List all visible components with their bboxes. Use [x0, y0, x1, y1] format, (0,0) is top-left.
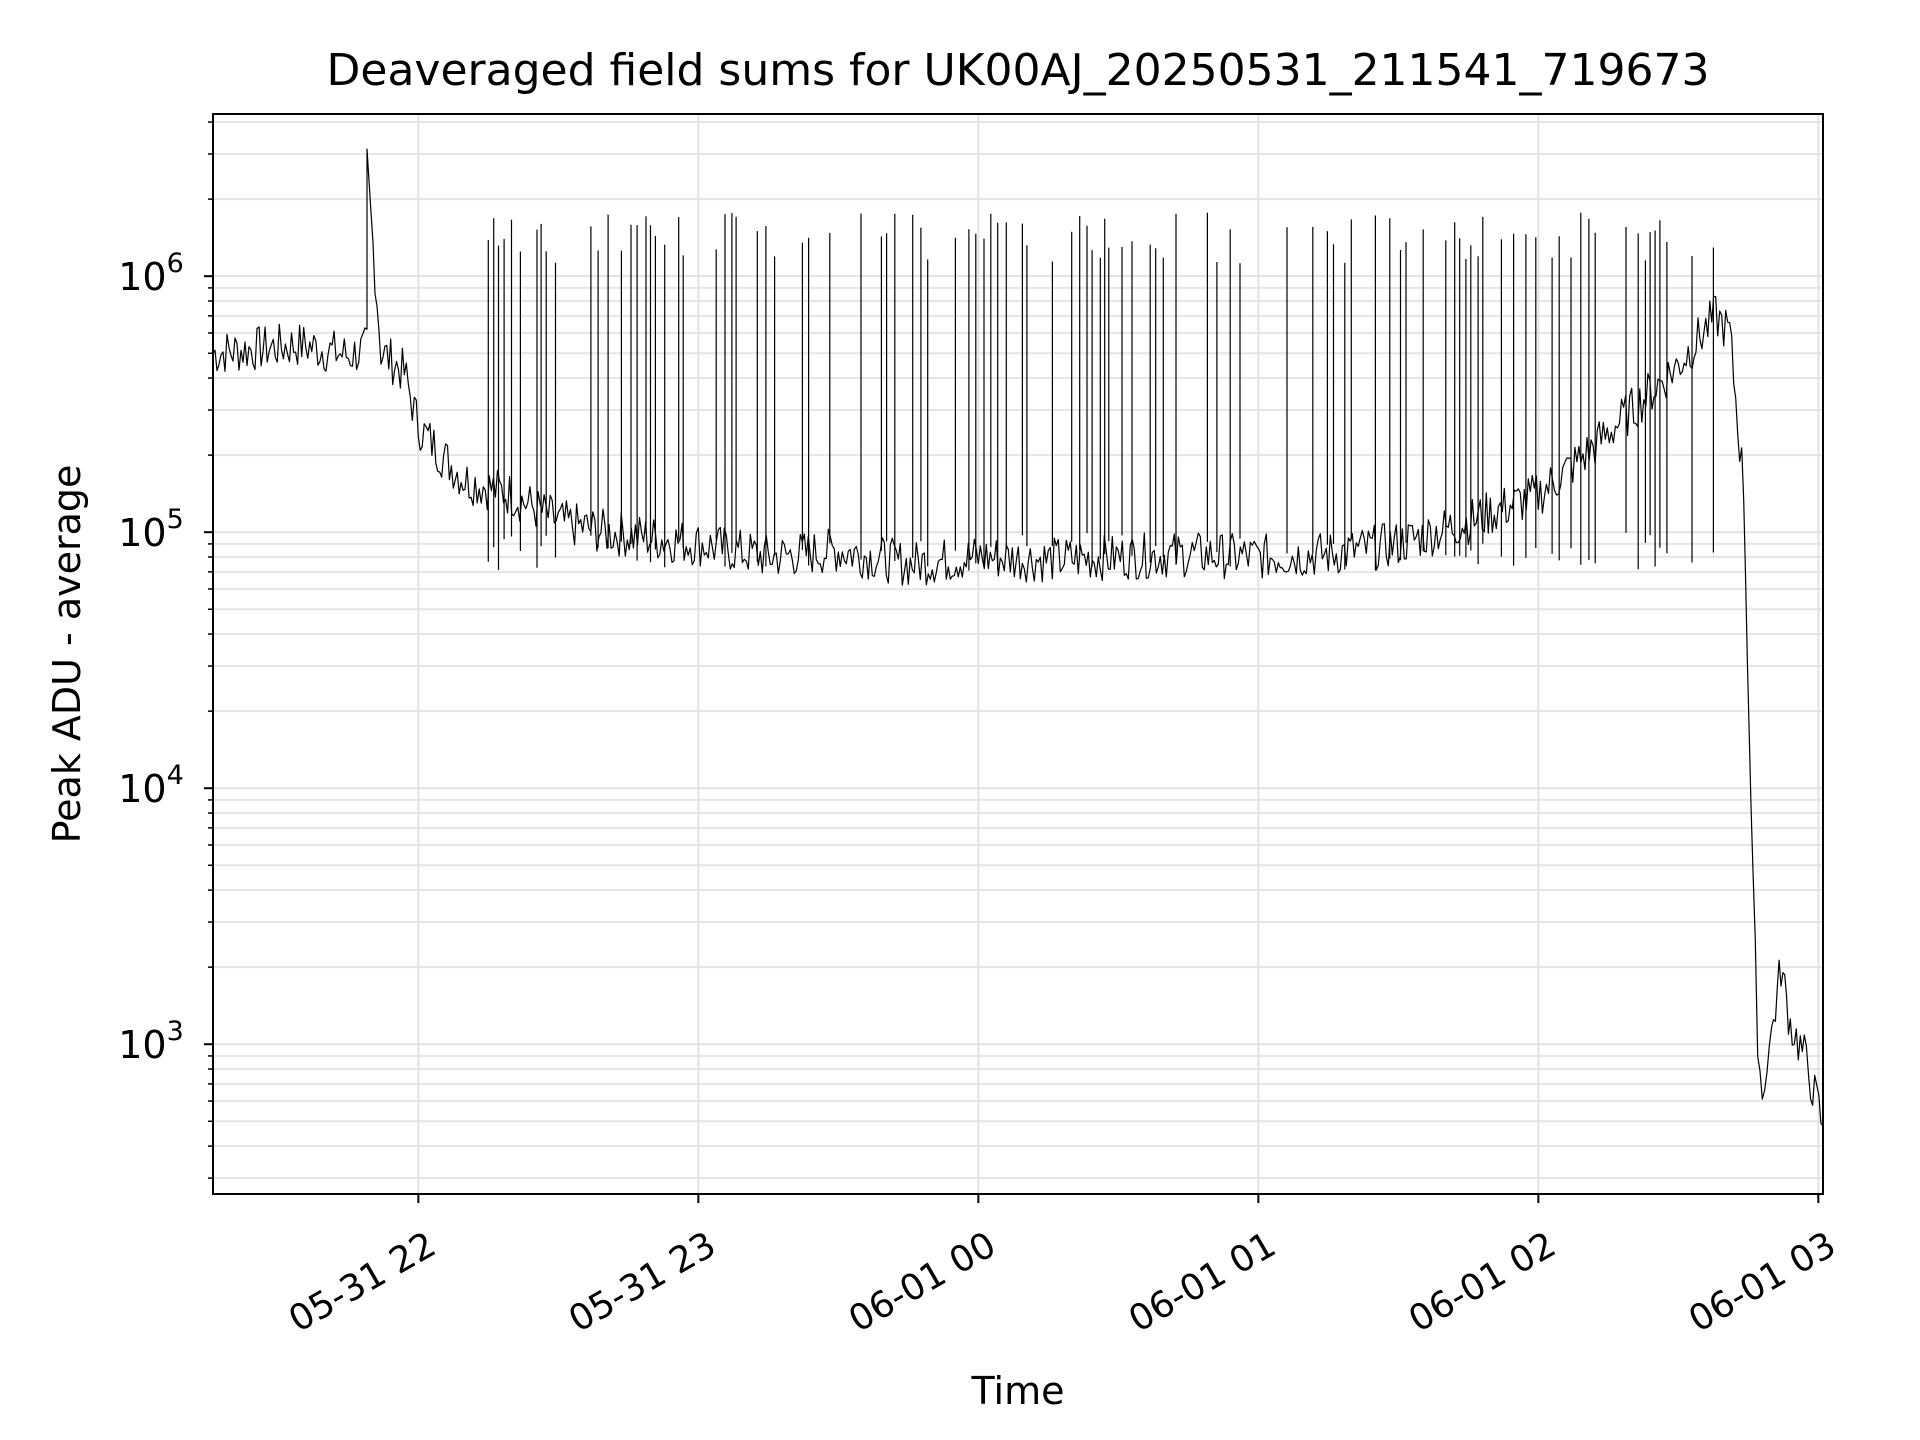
x-axis-label: Time [971, 1369, 1065, 1413]
minor-grid [208, 121, 1823, 1180]
plot-frame [212, 113, 1824, 1195]
y-axis-label: Peak ADU - average [45, 465, 89, 844]
data-spikes [487, 212, 1715, 571]
y-tick-label: 103 [118, 1016, 184, 1067]
y-axis: 103 104 105 106 [118, 248, 213, 1067]
y-tick-label: 106 [118, 248, 184, 299]
y-tick-label: 105 [118, 504, 184, 555]
series-line [212, 148, 1824, 1127]
chart-title: Deaveraged field sums for UK00AJ_2025053… [327, 45, 1710, 96]
major-grid [213, 114, 1823, 1194]
y-tick-label: 104 [118, 760, 184, 811]
